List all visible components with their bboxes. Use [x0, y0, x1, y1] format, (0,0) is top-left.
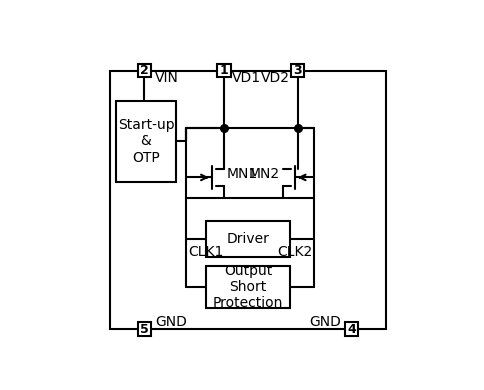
Bar: [186, 128, 314, 199]
Bar: [345, 323, 358, 336]
Bar: [138, 64, 151, 78]
Bar: [138, 323, 151, 336]
Text: Output
Short
Protection: Output Short Protection: [213, 264, 283, 310]
Text: VD1: VD1: [231, 71, 261, 85]
Text: Start-up
&
OTP: Start-up & OTP: [118, 118, 174, 165]
Text: MN2: MN2: [248, 167, 280, 181]
Text: Driver: Driver: [227, 232, 270, 246]
Text: GND: GND: [309, 315, 341, 328]
Text: VIN: VIN: [155, 71, 179, 85]
Text: MN1: MN1: [227, 167, 258, 181]
Text: VD2: VD2: [261, 71, 290, 85]
Text: 2: 2: [140, 64, 149, 77]
Text: CLK2: CLK2: [277, 245, 313, 259]
Text: 5: 5: [140, 323, 149, 335]
Bar: [206, 221, 290, 257]
Bar: [291, 64, 304, 78]
Text: 1: 1: [220, 64, 228, 77]
Bar: [217, 64, 231, 78]
Text: GND: GND: [155, 315, 187, 328]
Text: 3: 3: [293, 64, 302, 77]
Bar: [206, 266, 290, 308]
Text: CLK1: CLK1: [188, 245, 223, 259]
Text: 4: 4: [348, 323, 356, 335]
Bar: [110, 71, 386, 329]
Bar: [116, 101, 176, 182]
